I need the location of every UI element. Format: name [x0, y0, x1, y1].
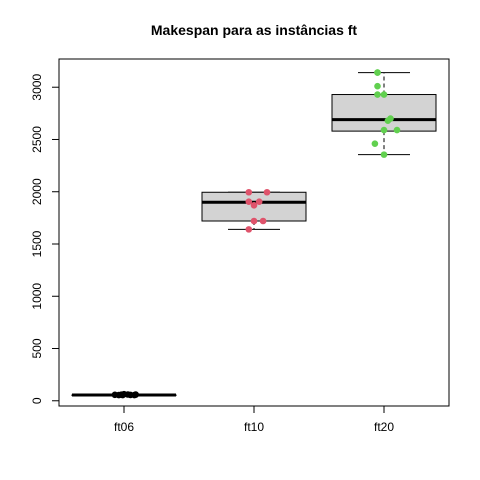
data-point — [374, 69, 381, 76]
data-point — [119, 391, 126, 399]
data-point — [393, 126, 401, 134]
data-point — [255, 198, 263, 205]
data-point — [374, 82, 381, 90]
data-point — [127, 391, 134, 399]
data-point — [245, 226, 253, 233]
data-point — [259, 217, 267, 225]
data-point — [371, 140, 379, 147]
data-point — [263, 188, 271, 196]
y-tick-label: 1500 — [30, 230, 44, 257]
y-tick-label: 0 — [30, 397, 44, 404]
data-point — [380, 151, 388, 158]
data-point — [250, 217, 258, 225]
data-point — [250, 202, 258, 209]
x-tick-label: ft20 — [374, 420, 394, 434]
plot-area: 0 500 1000 1500 2000 2500 3000 ft06 ft10 ft20 — [30, 58, 450, 434]
data-point — [380, 91, 388, 98]
data-point — [245, 188, 253, 196]
x-tick-label: ft06 — [114, 420, 134, 434]
y-tick-label: 3000 — [30, 74, 44, 101]
data-point — [132, 391, 139, 398]
box-ft20 — [331, 94, 437, 132]
data-point — [384, 117, 392, 124]
x-tick-label: ft10 — [244, 420, 264, 434]
data-point — [111, 391, 119, 399]
data-point — [374, 91, 381, 98]
y-tick-label: 500 — [30, 338, 44, 358]
y-tick-label: 2000 — [30, 178, 44, 205]
y-tick-label: 1000 — [30, 283, 44, 310]
data-point — [245, 198, 253, 205]
y-tick-label: 2500 — [30, 126, 44, 153]
data-point — [380, 126, 388, 134]
chart-title: Makespan para as instâncias ft — [151, 22, 358, 38]
